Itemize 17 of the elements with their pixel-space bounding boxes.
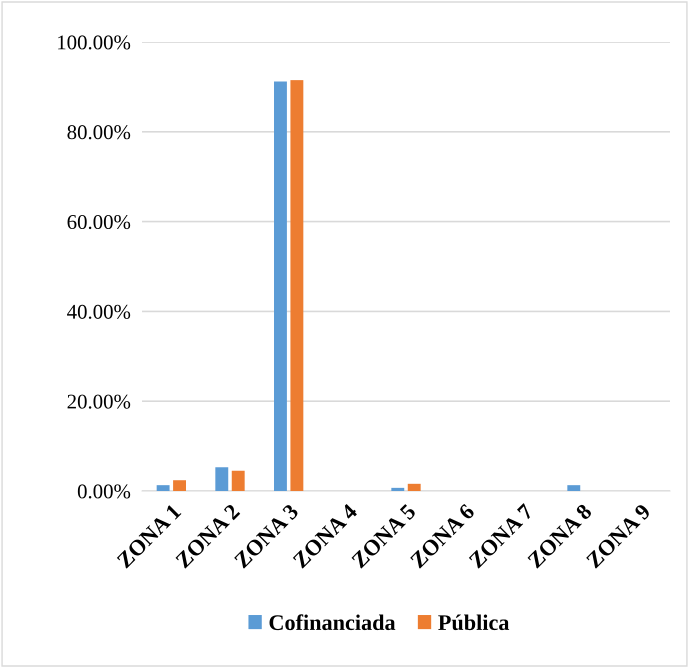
- bar: [173, 480, 186, 491]
- bar: [391, 488, 404, 491]
- bar: [156, 485, 170, 491]
- bar: [290, 80, 304, 491]
- y-tick-label: 80.00%: [67, 125, 130, 140]
- bar: [567, 485, 580, 491]
- y-tick-label: 0.00%: [78, 484, 130, 499]
- bar: [274, 82, 287, 491]
- y-tick-label: 40.00%: [67, 304, 130, 319]
- y-tick-label: 100.00%: [58, 35, 130, 50]
- y-tick-label: 20.00%: [68, 394, 130, 409]
- bar: [408, 484, 421, 491]
- legend-label: Pública: [438, 614, 510, 630]
- y-tick-label: 60.00%: [68, 214, 130, 230]
- bar: [232, 470, 245, 491]
- bar: [215, 467, 228, 491]
- legend-label: Cofinanciada: [270, 614, 396, 630]
